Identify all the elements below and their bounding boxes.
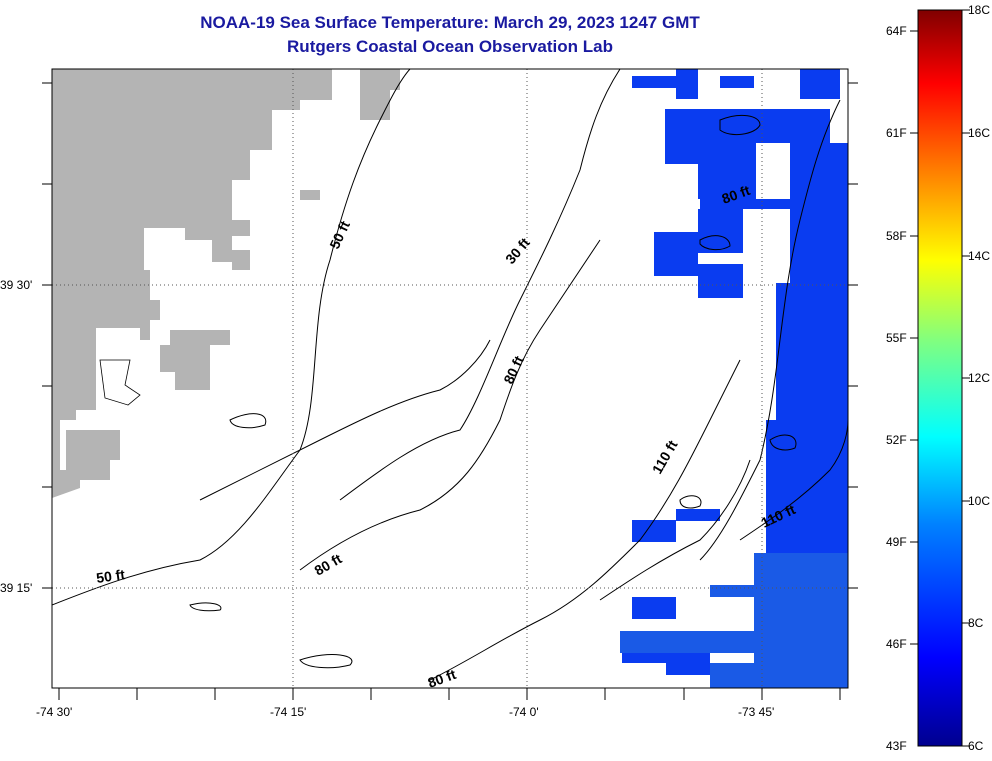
- graticule: [52, 69, 848, 688]
- colorbar-ticks: [910, 9, 970, 747]
- fahrenheit-label: 46F: [886, 637, 907, 651]
- fahrenheit-label: 49F: [886, 535, 907, 549]
- fahrenheit-label: 64F: [886, 24, 907, 38]
- contour-label: 80 ft: [500, 353, 527, 386]
- celsius-label: 10C: [968, 494, 991, 508]
- lon-label: -74 30': [36, 705, 73, 719]
- contour-label: 110 ft: [649, 437, 681, 476]
- lat-label: 39 30': [0, 278, 33, 292]
- map-frame: [51, 68, 849, 689]
- celsius-label: 18C: [968, 3, 991, 17]
- celsius-label: 8C: [968, 616, 984, 630]
- land-bits: [160, 69, 400, 390]
- contour-label: 50 ft: [95, 566, 126, 586]
- depth-contours: [52, 69, 848, 681]
- contour-label: 80 ft: [426, 666, 459, 691]
- lon-label: -74 15': [270, 705, 307, 719]
- map-title: NOAA-19 Sea Surface Temperature: March 2…: [200, 13, 700, 32]
- land-mass: [52, 69, 332, 470]
- tick-marks: [42, 82, 858, 700]
- lon-label: -74 0': [509, 705, 539, 719]
- celsius-label: 12C: [968, 371, 991, 385]
- lon-label: -73 45': [738, 705, 775, 719]
- sst-pixels: [620, 69, 848, 688]
- fahrenheit-label: 61F: [886, 126, 907, 140]
- celsius-label: 14C: [968, 249, 991, 263]
- contour-label: 30 ft: [502, 234, 533, 267]
- contour-label: 50 ft: [326, 218, 353, 251]
- celsius-label: 16C: [968, 126, 991, 140]
- celsius-label: 6C: [968, 739, 984, 753]
- lat-label: 39 15': [0, 581, 33, 595]
- fahrenheit-label: 52F: [886, 433, 907, 447]
- map-subtitle: Rutgers Coastal Ocean Observation Lab: [287, 37, 613, 56]
- fahrenheit-label: 55F: [886, 331, 907, 345]
- land-lagoon: [99, 359, 141, 406]
- fahrenheit-label: 58F: [886, 229, 907, 243]
- land-mass-south: [52, 430, 120, 498]
- fahrenheit-label: 43F: [886, 739, 907, 753]
- colorbar: [917, 9, 963, 747]
- contour-label: 80 ft: [312, 550, 345, 578]
